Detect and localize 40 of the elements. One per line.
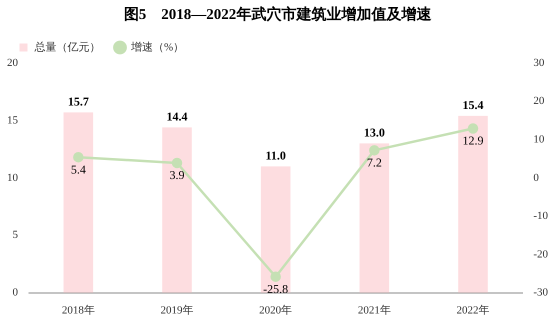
legend-label: 增速（%）	[130, 40, 184, 54]
data-label: 3.9	[170, 168, 184, 182]
data-label: 13.0	[364, 126, 385, 140]
y-tick-label: 0	[12, 286, 18, 299]
data-label: 14.4	[166, 109, 188, 124]
data-label: 12.9	[462, 134, 484, 148]
y2-tick-label: -30	[533, 286, 548, 299]
y-tick-label: 15	[7, 114, 18, 126]
data-label: 15.7	[68, 94, 89, 108]
bar	[260, 166, 290, 293]
data-label: 5.4	[70, 162, 86, 176]
point	[73, 152, 84, 162]
chart-title: 图5 2018—2022年武穴市建筑业增加值及增速	[124, 4, 432, 23]
y2-tick-label: 10	[533, 133, 545, 146]
data-label: 7.2	[366, 155, 382, 170]
bar	[162, 127, 192, 293]
y2-tick-label: -10	[533, 210, 548, 222]
x-tick-label: 2020年	[259, 304, 292, 316]
x-tick-label: 2018年	[62, 304, 95, 316]
y-tick-label: 10	[7, 172, 18, 184]
y2-tick-label: 20	[533, 95, 545, 108]
point	[270, 271, 281, 282]
y2-tick-label: 30	[533, 56, 545, 69]
data-label: -25.8	[263, 282, 288, 296]
y-tick-label: 5	[12, 229, 18, 242]
data-label: 15.4	[462, 98, 484, 112]
data-label: 11.0	[265, 148, 286, 163]
point	[468, 123, 478, 134]
point	[172, 158, 182, 168]
y-tick-label: 20	[7, 56, 18, 69]
bar	[458, 116, 488, 293]
y2-tick-label: 0	[533, 172, 540, 184]
y2-tick-label: -20	[533, 248, 548, 260]
x-tick-label: 2019年	[160, 304, 194, 316]
x-tick-label: 2021年	[358, 304, 391, 316]
x-tick-label: 2022年	[456, 304, 490, 316]
bar	[64, 112, 94, 293]
legend-label: 总量（亿元）	[34, 40, 100, 54]
bar	[360, 143, 390, 293]
point	[369, 145, 380, 156]
